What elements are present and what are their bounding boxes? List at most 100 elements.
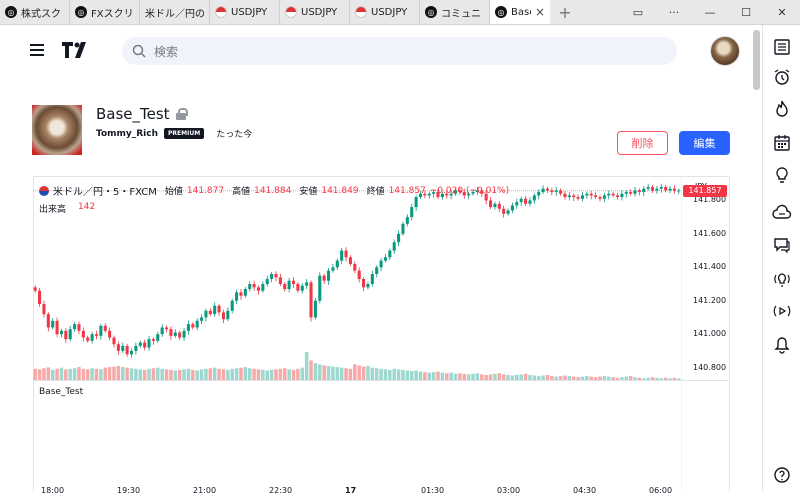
hotlist-flame-icon[interactable] <box>770 97 794 121</box>
volume-bar <box>217 368 221 380</box>
candle <box>423 190 427 199</box>
candle <box>353 261 357 274</box>
candle <box>81 327 85 342</box>
candle <box>436 188 440 200</box>
volume-bar <box>353 364 357 380</box>
maximize-button[interactable]: ☐ <box>741 5 751 19</box>
delete-button[interactable]: 削除 <box>617 131 668 155</box>
candle <box>532 193 536 204</box>
alarm-clock-icon[interactable] <box>770 65 794 89</box>
browser-tab[interactable]: 米ドル／円の <box>140 0 210 24</box>
candle <box>651 185 655 194</box>
help-question-icon[interactable] <box>770 463 794 487</box>
split-screen-icon[interactable]: ▭ <box>632 5 644 19</box>
volume-bar <box>322 365 326 380</box>
browser-tab[interactable]: USDJPY <box>350 0 420 24</box>
candle <box>497 201 501 213</box>
high-label: 高値 <box>232 187 251 197</box>
volume-bar <box>173 370 178 380</box>
volume-bar <box>212 367 217 380</box>
browser-tab[interactable]: USDJPY <box>280 0 350 24</box>
volume-bar <box>182 369 186 380</box>
candle <box>86 335 90 343</box>
chat-cloud-icon[interactable] <box>770 201 794 225</box>
candle <box>418 191 423 200</box>
candle <box>226 307 230 322</box>
more-options-icon[interactable]: ··· <box>668 5 680 19</box>
volume-bar <box>116 366 121 380</box>
candle <box>405 214 409 227</box>
tradingview-logo-icon[interactable] <box>62 42 90 58</box>
volume-bar <box>571 376 576 380</box>
volume-bar <box>156 367 160 380</box>
browser-tab[interactable]: ◎ 株式スク <box>0 0 70 24</box>
candle <box>528 197 532 207</box>
candle <box>370 270 374 287</box>
volume-bar <box>580 376 585 380</box>
volume-bar <box>374 368 379 380</box>
calendar-icon[interactable] <box>770 131 794 155</box>
volume-bar <box>81 368 86 380</box>
close-window-button[interactable]: ✕ <box>777 5 787 19</box>
candle <box>274 271 278 282</box>
volume-bar <box>567 376 572 380</box>
streams-play-icon[interactable] <box>770 299 794 323</box>
volume-bar <box>462 373 467 380</box>
candle <box>278 273 282 287</box>
browser-tab[interactable]: ◎ Base× <box>490 0 550 24</box>
tab-title: 株式スク <box>21 8 61 20</box>
chart-frame[interactable] <box>33 176 730 491</box>
close-tab-icon[interactable]: × <box>534 5 545 19</box>
candle <box>287 278 291 293</box>
low-label: 安値 <box>299 187 318 197</box>
candle <box>502 205 506 218</box>
menu-icon[interactable] <box>30 44 44 56</box>
minimize-button[interactable]: — <box>704 5 716 19</box>
browser-tab[interactable]: ◎ コミュニ <box>420 0 490 24</box>
volume-bar <box>668 378 672 380</box>
price-tick-label: 141.200 <box>693 295 727 305</box>
author-name[interactable]: Tommy_Rich <box>96 128 159 139</box>
volume-bar <box>598 376 602 380</box>
notifications-bell-icon[interactable] <box>770 333 794 357</box>
candle <box>90 331 94 344</box>
volume-label: 出来高 <box>39 205 67 215</box>
close-value: 141.857 <box>388 185 426 196</box>
user-avatar[interactable] <box>710 36 740 66</box>
edit-button[interactable]: 編集 <box>679 131 730 155</box>
messages-icon[interactable] <box>770 233 794 257</box>
browser-tab[interactable]: USDJPY <box>210 0 280 24</box>
candle <box>598 195 602 202</box>
candlestick-chart[interactable] <box>33 177 681 381</box>
page-scrollbar[interactable] <box>753 30 760 90</box>
volume-bar <box>663 377 668 380</box>
volume-bar <box>94 368 99 380</box>
volume-bar <box>475 373 480 380</box>
volume-bar <box>423 372 427 380</box>
volume-bar <box>339 367 344 380</box>
volume-bar <box>620 377 624 380</box>
help-lightbulb-signal-icon[interactable] <box>770 267 794 291</box>
candle <box>221 309 225 324</box>
volume-bar <box>72 368 77 380</box>
candle <box>256 285 261 295</box>
pane-divider[interactable] <box>33 380 730 381</box>
candle <box>506 208 510 216</box>
candle <box>550 187 554 196</box>
volume-bar <box>208 368 213 380</box>
volume-bar <box>563 375 567 380</box>
search-input[interactable]: 検索 <box>122 37 677 65</box>
browser-tab[interactable]: ◎ FXスクリ <box>70 0 140 24</box>
candle <box>235 289 239 305</box>
new-tab-button[interactable]: + <box>558 2 572 22</box>
watchlist-icon[interactable] <box>770 35 794 59</box>
candle <box>252 280 256 291</box>
candle <box>309 280 313 322</box>
candle <box>453 188 458 196</box>
candle <box>379 257 383 272</box>
ideas-lightbulb-icon[interactable] <box>770 163 794 187</box>
candle <box>344 247 348 262</box>
candle <box>270 271 274 283</box>
symbol-label[interactable]: 米ドル／円・5・FXCM <box>53 187 157 198</box>
indicator-label: Base_Test <box>39 387 84 397</box>
